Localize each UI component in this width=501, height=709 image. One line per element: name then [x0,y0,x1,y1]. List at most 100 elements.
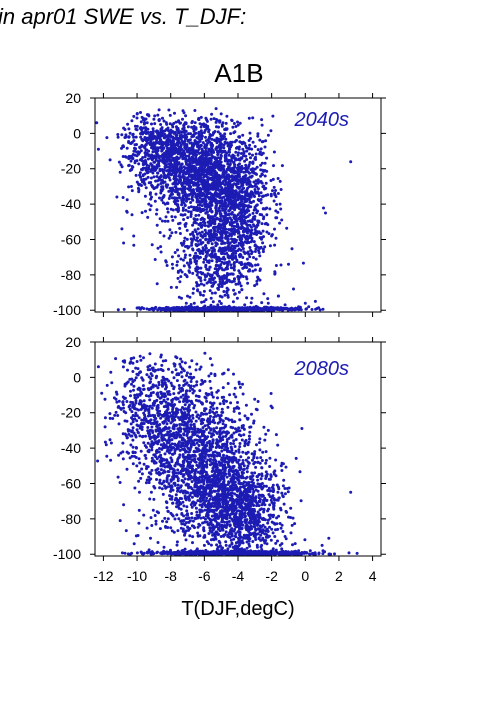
data-point [250,225,253,229]
data-point [175,543,179,547]
data-point [141,156,145,159]
data-point [151,150,155,154]
data-point [226,144,230,148]
data-point [151,129,155,133]
data-point [269,392,273,395]
data-point [223,293,227,297]
data-point [231,185,235,189]
data-point [154,192,158,196]
data-point [175,285,179,289]
data-point [143,166,147,170]
data-point [242,218,246,222]
data-point [260,236,264,239]
data-point [197,131,201,135]
data-point [191,160,195,164]
data-point [163,132,167,136]
data-point [188,253,192,257]
data-point [159,174,163,178]
data-point [207,229,211,233]
data-point [236,195,240,199]
data-point [215,194,219,198]
data-point [215,175,219,179]
data-point [176,169,180,173]
data-point [218,259,222,263]
data-point [204,170,208,173]
data-point [161,519,164,523]
data-point [251,160,255,164]
data-point [204,139,208,143]
points-layer [96,351,359,556]
data-point [249,236,253,240]
data-point [122,241,126,245]
data-point [182,194,185,198]
data-point [123,155,127,159]
data-point [260,307,264,311]
data-point [237,172,240,176]
data-point [168,122,172,126]
data-point [155,208,159,212]
data-point [269,129,273,133]
data-point [249,191,253,195]
data-point [212,117,216,121]
data-point [189,232,192,236]
data-point [216,130,220,134]
data-point [307,305,311,309]
data-point [204,211,208,215]
data-point [263,222,267,226]
data-point [232,161,236,165]
data-point [195,281,198,284]
data-point [195,169,199,173]
data-point [203,202,207,206]
data-point [175,307,179,311]
data-point [313,299,317,303]
data-point [125,198,129,202]
data-point [240,224,244,228]
data-point [233,214,237,218]
data-point [150,153,154,157]
data-point [224,198,228,202]
data-point [210,291,214,295]
data-point [140,115,144,119]
data-point [193,308,197,312]
data-point [238,201,242,205]
data-point [127,154,131,158]
data-point [153,199,157,203]
data-point [183,224,187,228]
data-point [251,140,255,144]
data-point [157,156,161,160]
data-point [158,178,162,182]
data-point [203,278,207,282]
data-point [140,211,144,215]
data-point [219,307,223,311]
data-point [210,153,214,157]
data-point [197,183,201,187]
data-point [195,205,199,209]
data-point [192,301,196,305]
data-point [184,129,188,133]
data-point [241,256,245,259]
data-point [276,294,280,298]
data-point [301,261,305,265]
data-point [223,307,226,311]
data-point [234,146,238,150]
data-point [248,195,252,199]
data-point [160,178,164,182]
data-point [187,132,190,136]
data-point [150,122,153,126]
data-point [189,215,193,218]
data-point [167,108,171,112]
data-point [240,216,244,220]
data-point [143,155,147,159]
data-point [213,291,217,295]
data-point [279,188,283,191]
data-point [210,178,214,182]
data-point [155,175,159,178]
data-point [223,132,227,136]
data-point [223,159,227,163]
data-point [223,257,227,261]
data-point [168,178,172,182]
data-point [156,171,160,175]
data-point [242,152,246,155]
data-point [165,138,169,142]
data-point [202,283,206,287]
